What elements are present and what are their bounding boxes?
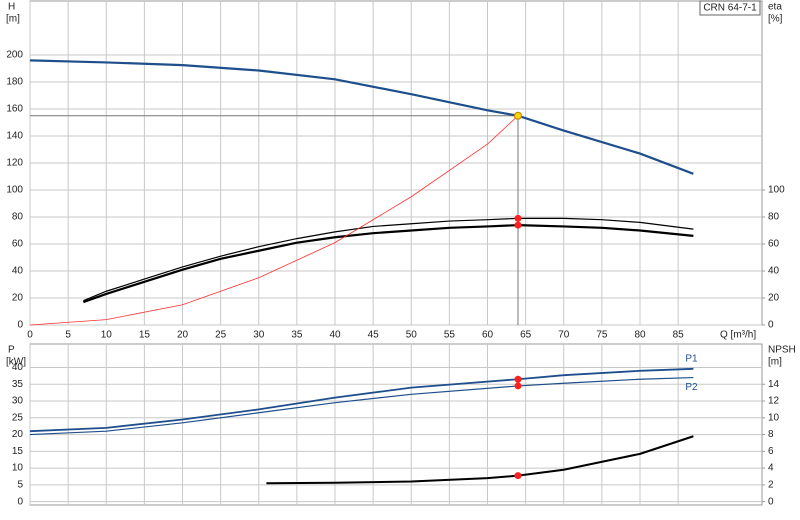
y-axis-unit: [m] bbox=[6, 14, 20, 25]
x-tick-label: 15 bbox=[139, 330, 151, 341]
x-axis-label: Q [m³/h] bbox=[720, 330, 756, 341]
y2-tick-label: 6 bbox=[768, 446, 774, 457]
series-line bbox=[29, 115, 519, 326]
x-tick-label: 50 bbox=[406, 330, 418, 341]
y-tick-label: 0 bbox=[17, 496, 23, 507]
series-line bbox=[29, 376, 694, 436]
x-tick-label: 40 bbox=[329, 330, 341, 341]
x-tick-label: 5 bbox=[65, 330, 71, 341]
y2-tick-label: 14 bbox=[768, 379, 780, 390]
x-tick-label: 20 bbox=[177, 330, 189, 341]
series-label: P1 bbox=[685, 353, 698, 364]
series-line bbox=[29, 59, 694, 175]
y-tick-label: 140 bbox=[6, 131, 23, 142]
y-tick-label: 10 bbox=[12, 463, 24, 474]
x-tick-label: 0 bbox=[27, 330, 33, 341]
y2-tick-label: 12 bbox=[768, 396, 780, 407]
y-tick-label: 40 bbox=[12, 362, 24, 373]
y2-tick-label: 40 bbox=[768, 266, 780, 277]
title-box bbox=[699, 0, 761, 16]
x-tick-label: 45 bbox=[368, 330, 380, 341]
y2-tick-label: 60 bbox=[768, 239, 780, 250]
point-marker bbox=[514, 111, 522, 120]
y2-tick-label: 10 bbox=[768, 412, 780, 423]
y-tick-label: 100 bbox=[6, 185, 23, 196]
y-tick-label: 60 bbox=[12, 239, 24, 250]
y2-tick-label: 0 bbox=[768, 496, 774, 507]
y2-axis-unit: [m] bbox=[768, 357, 782, 368]
y2-axis-label: eta bbox=[768, 2, 782, 13]
series-line bbox=[29, 367, 694, 433]
y-tick-label: 200 bbox=[6, 50, 23, 61]
y-axis-label: H bbox=[8, 2, 15, 13]
y2-tick-label: 2 bbox=[768, 480, 774, 491]
y-tick-label: 40 bbox=[12, 266, 24, 277]
y-tick-label: 20 bbox=[12, 293, 24, 304]
series-label: P2 bbox=[685, 382, 698, 393]
y-tick-label: 30 bbox=[12, 396, 24, 407]
y-tick-label: 180 bbox=[6, 77, 23, 88]
x-tick-label: 70 bbox=[558, 330, 570, 341]
x-tick-label: 65 bbox=[520, 330, 532, 341]
series-line bbox=[266, 435, 694, 485]
series-line bbox=[83, 223, 694, 304]
y-tick-label: 80 bbox=[12, 212, 24, 223]
series-line bbox=[83, 217, 694, 302]
x-tick-label: 35 bbox=[291, 330, 303, 341]
x-tick-label: 30 bbox=[253, 330, 265, 341]
x-tick-label: 85 bbox=[673, 330, 685, 341]
y2-tick-label: 0 bbox=[768, 320, 774, 331]
y2-tick-label: 100 bbox=[768, 185, 785, 196]
y2-axis-unit: [%] bbox=[768, 14, 783, 25]
y-tick-label: 5 bbox=[17, 480, 23, 491]
y-tick-label: 0 bbox=[17, 320, 23, 331]
x-tick-label: 25 bbox=[215, 330, 227, 341]
y-axis-label: P bbox=[8, 345, 15, 356]
y2-tick-label: 4 bbox=[768, 463, 774, 474]
point-marker bbox=[514, 375, 522, 383]
y2-axis-label: NPSH bbox=[768, 345, 796, 356]
point-marker bbox=[514, 472, 522, 480]
y-tick-label: 120 bbox=[6, 158, 23, 169]
y-tick-label: 20 bbox=[12, 429, 24, 440]
point-marker bbox=[514, 221, 522, 229]
point-marker bbox=[514, 382, 522, 390]
point-marker bbox=[514, 214, 522, 222]
x-tick-label: 75 bbox=[596, 330, 608, 341]
y2-tick-label: 8 bbox=[768, 429, 774, 440]
y-tick-label: 15 bbox=[12, 446, 24, 457]
x-tick-label: 60 bbox=[482, 330, 494, 341]
y2-tick-label: 20 bbox=[768, 293, 780, 304]
chart-title: CRN 64-7-1 bbox=[703, 3, 757, 14]
y-tick-label: 160 bbox=[6, 104, 23, 115]
y2-tick-label: 80 bbox=[768, 212, 780, 223]
x-tick-label: 55 bbox=[444, 330, 456, 341]
y-axis-unit: [kW] bbox=[6, 357, 26, 368]
x-tick-label: 10 bbox=[101, 330, 113, 341]
y-tick-label: 25 bbox=[12, 412, 24, 423]
y-tick-label: 35 bbox=[12, 379, 24, 390]
x-tick-label: 80 bbox=[634, 330, 646, 341]
